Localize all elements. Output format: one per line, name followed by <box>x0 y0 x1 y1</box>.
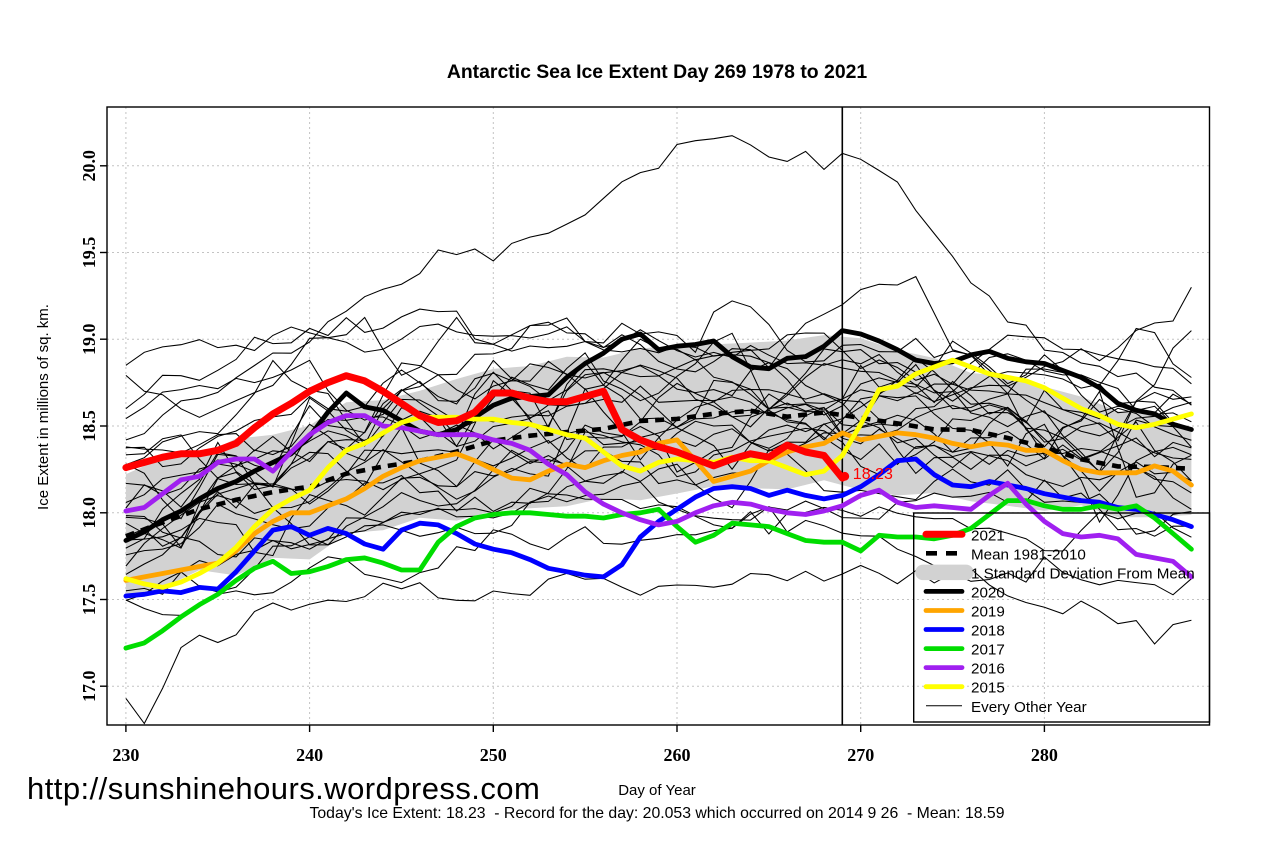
svg-text:Day of Year: Day of Year <box>618 782 696 799</box>
svg-text:19.5: 19.5 <box>79 237 99 269</box>
svg-text:17.0: 17.0 <box>79 670 99 702</box>
svg-text:240: 240 <box>296 745 323 765</box>
svg-text:1 Standard Deviation From Mean: 1 Standard Deviation From Mean <box>971 565 1195 582</box>
svg-text:2015: 2015 <box>971 680 1005 697</box>
svg-text:Mean 1981-2010: Mean 1981-2010 <box>971 546 1086 563</box>
svg-text:17.5: 17.5 <box>79 584 99 616</box>
svg-text:18.0: 18.0 <box>79 497 99 529</box>
svg-text:2019: 2019 <box>971 604 1005 621</box>
svg-text:2020: 2020 <box>971 584 1005 601</box>
svg-text:250: 250 <box>480 745 507 765</box>
svg-text:Every Other Year: Every Other Year <box>971 699 1087 716</box>
svg-text:18.5: 18.5 <box>79 410 99 442</box>
svg-text:2017: 2017 <box>971 642 1005 659</box>
svg-text:20.0: 20.0 <box>79 150 99 182</box>
svg-text:280: 280 <box>1031 745 1058 765</box>
svg-text:18.23: 18.23 <box>853 466 893 483</box>
svg-text:230: 230 <box>112 745 139 765</box>
svg-text:260: 260 <box>664 745 691 765</box>
svg-text:Ice Extent in millions of sq.: Ice Extent in millions of sq. km. <box>35 304 52 510</box>
svg-text:http://sunshinehours.wordpress: http://sunshinehours.wordpress.com <box>27 771 540 806</box>
svg-text:2016: 2016 <box>971 661 1005 678</box>
svg-text:2018: 2018 <box>971 623 1005 640</box>
svg-text:2021: 2021 <box>971 527 1005 544</box>
svg-text:Today's Ice Extent: 18.23 - R: Today's Ice Extent: 18.23 - Record for t… <box>310 805 1005 822</box>
svg-text:270: 270 <box>847 745 874 765</box>
svg-text:19.0: 19.0 <box>79 323 99 355</box>
svg-text:Antarctic Sea Ice Extent Day 2: Antarctic Sea Ice Extent Day 269 1978 to… <box>447 61 868 83</box>
